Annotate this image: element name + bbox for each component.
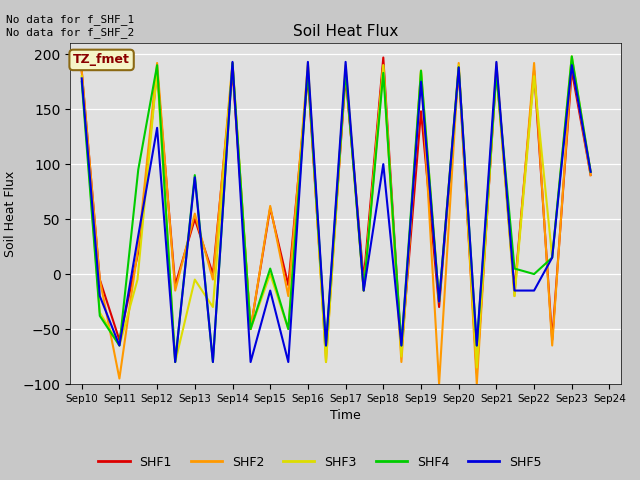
Title: Soil Heat Flux: Soil Heat Flux: [293, 24, 398, 39]
Text: TZ_fmet: TZ_fmet: [73, 53, 130, 66]
Y-axis label: Soil Heat Flux: Soil Heat Flux: [4, 170, 17, 257]
Legend: SHF1, SHF2, SHF3, SHF4, SHF5: SHF1, SHF2, SHF3, SHF4, SHF5: [93, 451, 547, 474]
X-axis label: Time: Time: [330, 409, 361, 422]
Text: No data for f_SHF_1
No data for f_SHF_2: No data for f_SHF_1 No data for f_SHF_2: [6, 14, 134, 38]
